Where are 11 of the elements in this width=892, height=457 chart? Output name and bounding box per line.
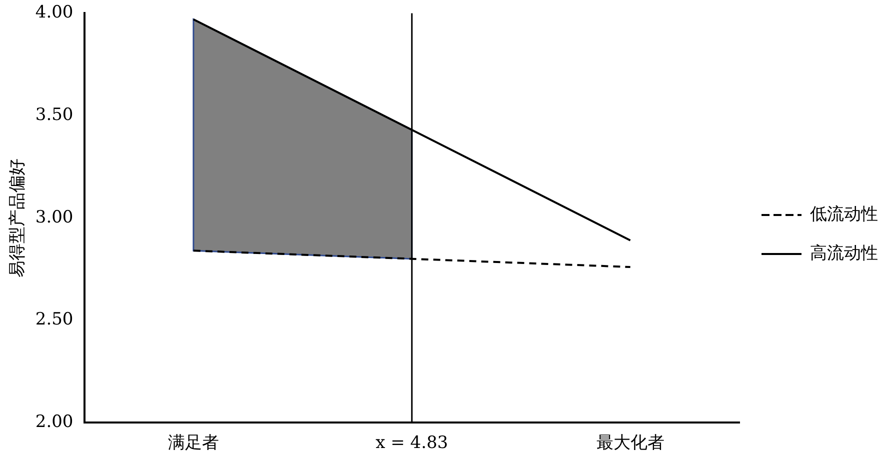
y-tick-label: 2.00	[35, 412, 74, 432]
y-tick-label: 3.50	[35, 104, 74, 125]
y-axis-title: 易得型产品偏好	[8, 158, 28, 278]
legend-label: 低流动性	[810, 204, 878, 224]
x-tick-label: x = 4.83	[376, 433, 448, 454]
x-tick-label: 满足者	[168, 433, 219, 454]
x-tick-label: 最大化者	[596, 433, 664, 454]
y-tick-label: 3.00	[35, 207, 74, 228]
y-tick-label: 2.50	[35, 310, 74, 330]
legend-label: 高流动性	[810, 243, 878, 264]
y-tick-label: 4.00	[35, 2, 74, 23]
